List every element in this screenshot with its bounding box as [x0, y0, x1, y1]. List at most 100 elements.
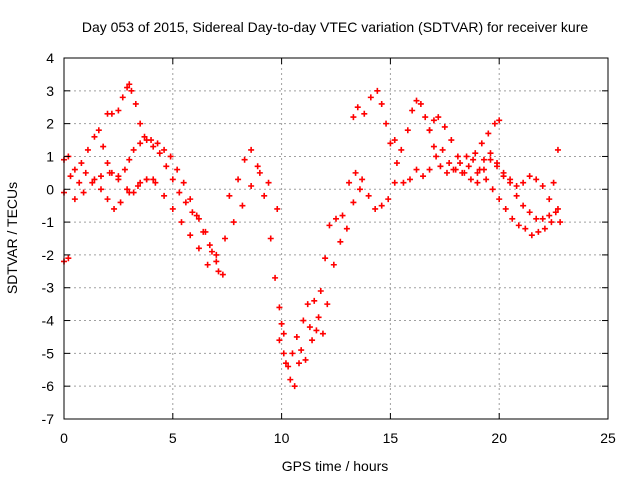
data-point	[124, 84, 131, 91]
data-point	[441, 123, 448, 130]
y-tick-label: 3	[46, 83, 54, 99]
data-point	[126, 156, 133, 163]
data-point	[293, 333, 300, 340]
data-point	[174, 166, 181, 173]
data-point	[296, 360, 303, 367]
data-point	[448, 137, 455, 144]
data-point	[248, 146, 255, 153]
data-point	[313, 327, 320, 334]
data-point	[330, 261, 337, 268]
data-point	[267, 235, 274, 242]
data-point	[309, 337, 316, 344]
data-point	[467, 176, 474, 183]
data-point	[117, 199, 124, 206]
data-point	[443, 169, 450, 176]
data-point	[152, 179, 159, 186]
data-point	[187, 196, 194, 203]
x-tick-label: 15	[383, 430, 399, 446]
data-point	[280, 350, 287, 357]
data-point	[124, 186, 131, 193]
data-point	[176, 189, 183, 196]
data-point	[304, 301, 311, 308]
y-tick-label: -1	[42, 214, 55, 230]
data-point	[446, 160, 453, 167]
data-point	[97, 186, 104, 193]
data-point	[439, 146, 446, 153]
series-track-e	[226, 146, 398, 390]
data-point	[554, 205, 561, 212]
data-point	[311, 297, 318, 304]
data-point	[378, 202, 385, 209]
data-point	[91, 133, 98, 140]
data-point	[121, 166, 128, 173]
data-point	[372, 205, 379, 212]
data-point	[470, 156, 477, 163]
data-point	[226, 192, 233, 199]
data-point	[128, 87, 135, 94]
data-point	[557, 219, 564, 226]
data-point	[256, 169, 263, 176]
data-point	[285, 363, 292, 370]
data-point	[383, 120, 390, 127]
data-point	[306, 324, 313, 331]
data-point	[137, 140, 144, 147]
data-point	[435, 114, 442, 121]
data-point	[180, 179, 187, 186]
data-point	[291, 383, 298, 390]
data-point	[526, 173, 533, 180]
series-track-i	[426, 114, 561, 222]
data-point	[154, 140, 161, 147]
data-point	[195, 245, 202, 252]
data-point	[315, 314, 322, 321]
data-point	[461, 169, 468, 176]
data-point	[115, 176, 122, 183]
data-point	[230, 219, 237, 226]
data-point	[241, 156, 248, 163]
data-point	[352, 169, 359, 176]
data-point	[215, 268, 222, 275]
data-point	[132, 100, 139, 107]
data-point	[239, 202, 246, 209]
data-point	[367, 94, 374, 101]
data-point	[104, 160, 111, 167]
data-point	[528, 232, 535, 239]
y-tick-label: 0	[46, 181, 54, 197]
data-point	[213, 258, 220, 265]
data-point	[398, 146, 405, 153]
data-point	[76, 179, 83, 186]
data-point	[385, 196, 392, 203]
data-point	[457, 160, 464, 167]
data-point	[317, 288, 324, 295]
data-point	[91, 176, 98, 183]
data-point	[450, 166, 457, 173]
data-point	[148, 137, 155, 144]
data-point	[487, 150, 494, 157]
y-tick-label: -5	[42, 345, 55, 361]
data-point	[513, 192, 520, 199]
data-point	[150, 176, 157, 183]
y-tick-label: 4	[46, 50, 54, 66]
data-point	[539, 182, 546, 189]
data-point	[533, 215, 540, 222]
data-point	[391, 179, 398, 186]
data-point	[474, 169, 481, 176]
data-point	[274, 205, 281, 212]
series-track-j	[474, 156, 564, 226]
data-point	[465, 163, 472, 170]
series-track-f	[276, 186, 363, 370]
data-point	[137, 179, 144, 186]
data-point	[248, 182, 255, 189]
data-point	[426, 166, 433, 173]
data-point	[526, 209, 533, 216]
data-point	[500, 169, 507, 176]
data-point	[533, 176, 540, 183]
data-point	[350, 114, 357, 121]
data-point	[546, 196, 553, 203]
data-points	[61, 81, 564, 390]
data-point	[554, 146, 561, 153]
data-point	[287, 376, 294, 383]
data-point	[406, 176, 413, 183]
data-point	[163, 163, 170, 170]
data-point	[130, 189, 137, 196]
